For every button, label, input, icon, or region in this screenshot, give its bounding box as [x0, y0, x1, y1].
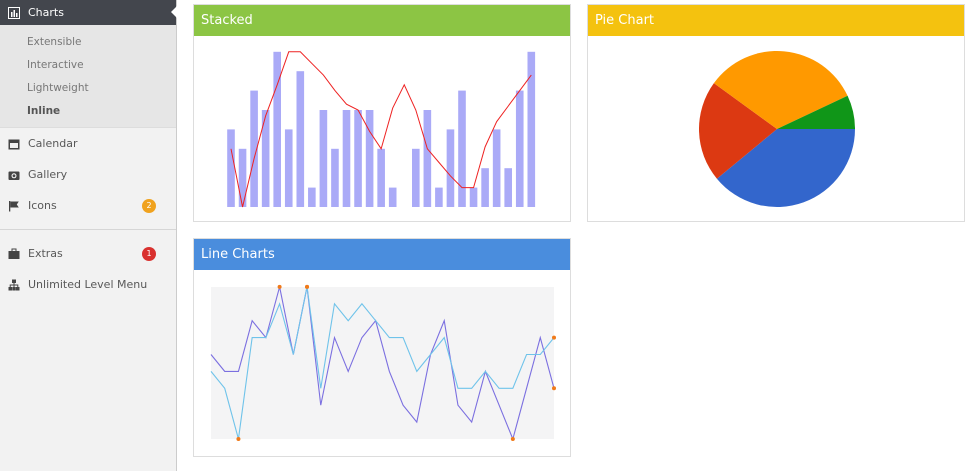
menu-item[interactable]: Calendar	[0, 128, 176, 159]
bar	[365, 110, 374, 207]
chart	[227, 51, 536, 208]
submenu-item[interactable]: Lightweight	[27, 82, 89, 94]
menu-item[interactable]: Icons 2	[0, 190, 176, 221]
menu-label: Charts	[28, 6, 64, 19]
marker	[236, 437, 241, 441]
submenu: Extensible Interactive Lightweight Inlin…	[0, 25, 176, 128]
icon	[8, 6, 20, 19]
icon	[8, 248, 20, 259]
bar	[227, 129, 235, 207]
menu-label: Gallery	[28, 168, 68, 181]
submenu-item[interactable]: Inline	[27, 105, 61, 117]
bar	[284, 129, 293, 207]
icon	[8, 279, 20, 290]
pie-slice	[716, 129, 855, 208]
bar	[273, 51, 281, 207]
submenu-item[interactable]: Extensible	[27, 36, 82, 48]
sidebar: Charts Extensible Interactive Lightweigh…	[0, 0, 177, 471]
bar	[377, 148, 385, 207]
line	[210, 286, 555, 441]
icon	[9, 200, 19, 211]
bar	[515, 90, 524, 207]
bar	[492, 129, 501, 207]
marker	[552, 386, 556, 391]
bar	[342, 110, 351, 207]
menu-item[interactable]: Charts	[0, 0, 177, 25]
pie-slice	[699, 83, 777, 179]
pie-slice	[777, 95, 855, 129]
menu-label: Extras	[28, 247, 63, 260]
menu-item[interactable]: Extras 1	[0, 238, 176, 269]
icon	[8, 139, 20, 149]
bar	[238, 148, 247, 207]
bar	[469, 187, 478, 207]
bar	[412, 148, 420, 207]
panel-title: Line Charts	[194, 239, 570, 270]
bar	[308, 187, 316, 207]
marker	[305, 284, 310, 289]
menu-label: Unlimited Level Menu	[28, 278, 148, 291]
marker	[277, 284, 282, 289]
bar	[331, 148, 339, 207]
bar	[319, 110, 328, 207]
badge: 1	[142, 247, 156, 261]
bar	[458, 90, 466, 207]
bar	[435, 187, 443, 207]
badge: 2	[142, 199, 156, 213]
line	[230, 51, 532, 208]
bar	[423, 110, 432, 207]
line	[210, 286, 555, 440]
marker	[510, 437, 515, 441]
marker	[552, 335, 556, 340]
bar	[354, 110, 362, 207]
bar	[261, 110, 270, 207]
panel: Pie Chart	[587, 4, 965, 222]
menu-item[interactable]: Unlimited Level Menu	[0, 269, 176, 300]
bar	[504, 168, 512, 207]
panel: Line Charts	[193, 238, 571, 457]
bar	[446, 129, 455, 207]
menu-label: Calendar	[28, 137, 78, 150]
panel-title: Pie Chart	[588, 5, 964, 36]
icon	[8, 171, 20, 180]
bar	[296, 71, 305, 207]
panel-title: Stacked	[194, 5, 570, 36]
submenu-item[interactable]: Interactive	[27, 59, 84, 71]
pie-slice	[713, 51, 848, 129]
chart	[699, 51, 855, 208]
panel: Stacked	[193, 4, 571, 222]
menu-item[interactable]: Gallery	[0, 159, 176, 190]
bar	[388, 187, 397, 207]
bar	[481, 168, 489, 207]
bar	[527, 51, 536, 207]
bar	[250, 90, 258, 207]
separator	[0, 229, 176, 230]
chart	[210, 284, 556, 441]
menu-label: Icons	[28, 199, 57, 212]
plot-area	[211, 287, 554, 439]
